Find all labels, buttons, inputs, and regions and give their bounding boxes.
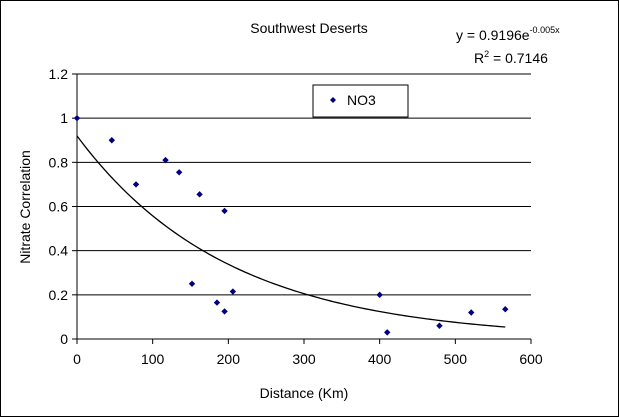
data-point-0-5 — [188, 280, 196, 287]
data-point-0-4 — [175, 169, 183, 176]
y-tick-label-4: 0.8 — [49, 154, 69, 170]
legend-box — [312, 84, 409, 118]
y-tick-label-6: 1.2 — [49, 66, 69, 82]
data-point-0-13 — [436, 322, 443, 329]
data-point-0-15 — [502, 305, 509, 313]
y-axis-label: Nitrate Correlation — [17, 150, 33, 264]
data-point-0-14 — [468, 309, 475, 316]
y-tick-label-1: 0.2 — [49, 287, 69, 303]
y-tick-label-3: 0.6 — [49, 199, 69, 215]
trendline — [76, 135, 506, 328]
data-point-0-1 — [108, 137, 116, 144]
data-point-0-12 — [384, 329, 391, 336]
x-tick-label-5: 500 — [444, 351, 468, 367]
x-tick-label-0: 0 — [73, 351, 81, 367]
x-tick-label-4: 400 — [368, 351, 392, 367]
x-tick-label-1: 100 — [141, 351, 165, 367]
legend-label-no3: NO3 — [347, 92, 376, 108]
y-tick-label-5: 1 — [60, 110, 68, 126]
data-point-0-7 — [213, 299, 221, 306]
y-tick-label-0: 0 — [60, 331, 68, 347]
x-axis-label: Distance (Km) — [260, 385, 349, 401]
r-squared: R2 = 0.7146 — [474, 49, 548, 66]
data-point-0-8 — [221, 308, 228, 315]
x-tick-label-6: 600 — [519, 351, 543, 367]
y-tick-label-2: 0.4 — [49, 243, 69, 259]
data-point-0-10 — [229, 288, 237, 295]
plot-area: 0 0.2 0.4 0.6 0.8 1 1.2 0 100 200 300 400 500 600 — [49, 66, 543, 367]
data-point-0-3 — [162, 156, 169, 164]
chart-title: Southwest Deserts — [250, 20, 368, 36]
equation-exponent: -0.005x — [530, 25, 561, 35]
legend-marker-icon — [330, 97, 336, 103]
x-tick-label-3: 300 — [292, 351, 316, 367]
legend: NO3 — [312, 84, 409, 118]
x-tick-label-2: 200 — [217, 351, 241, 367]
data-point-0-11 — [376, 291, 383, 299]
r2-prefix: R — [474, 50, 484, 66]
data-point-0-9 — [221, 207, 228, 215]
equation-prefix: y = 0.9196e — [456, 27, 530, 43]
r2-suffix: = 0.7146 — [489, 50, 548, 66]
data-point-0-2 — [132, 181, 140, 188]
data-point-0-0 — [73, 114, 81, 122]
trendline-equation: y = 0.9196e-0.005x — [456, 25, 560, 43]
data-point-0-6 — [196, 191, 203, 198]
